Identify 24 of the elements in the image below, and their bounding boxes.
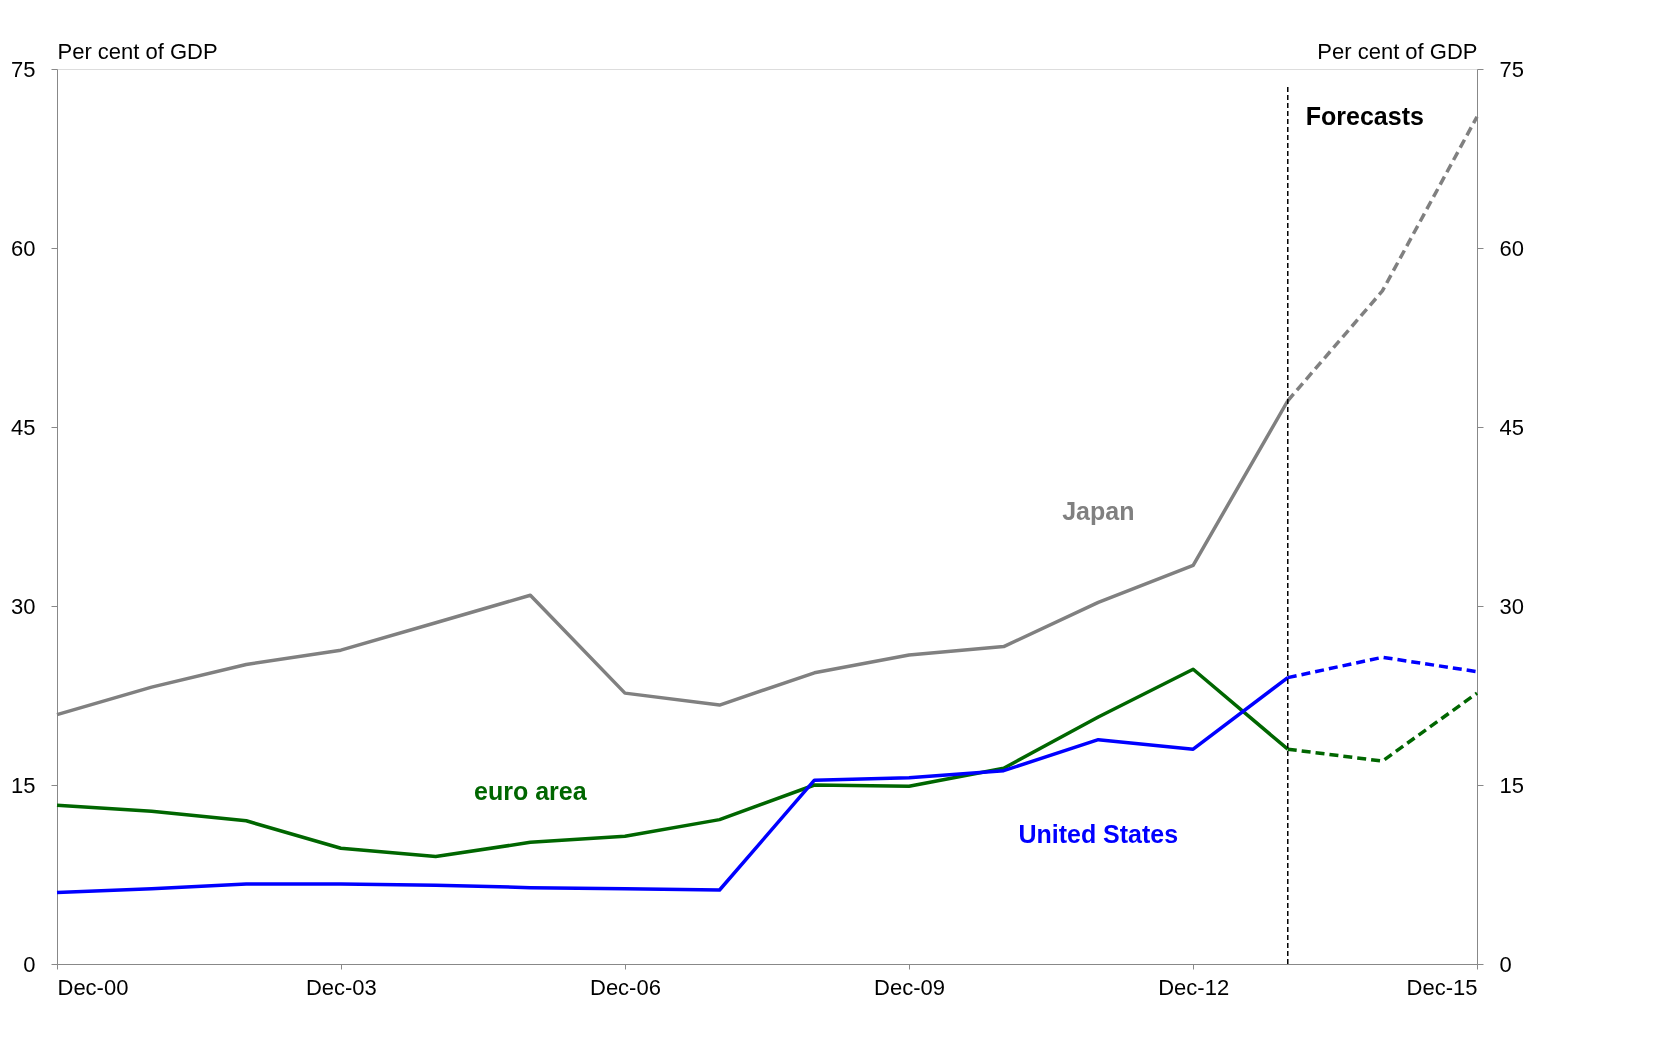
x-tick-label: Dec-00 — [57, 974, 129, 1000]
y-tick-label: 30 — [11, 593, 36, 619]
series-label: euro area — [474, 777, 588, 806]
y2-tick-label: 15 — [1499, 772, 1524, 798]
x-tick-label: Dec-06 — [589, 974, 661, 1000]
y2-tick-label: 30 — [1499, 593, 1524, 619]
y2-axis-title: Per cent of GDP — [1317, 38, 1478, 64]
x-tick-label: Dec-15 — [1406, 974, 1478, 1000]
y-tick-label: 15 — [11, 772, 36, 798]
x-tick-label: Dec-09 — [874, 974, 946, 1000]
y-tick-label: 75 — [11, 56, 36, 82]
text: Japan — [1062, 497, 1135, 526]
y2-tick-label: 75 — [1499, 56, 1524, 82]
x-tick-label: Dec-03 — [305, 974, 377, 1000]
y2-tick-label: 60 — [1499, 235, 1524, 261]
y-tick-label: 45 — [11, 414, 36, 440]
y2-tick-label: 0 — [1499, 951, 1512, 977]
y-tick-label: 60 — [11, 235, 36, 261]
ref-line-label: Forecasts — [1305, 102, 1424, 130]
y-axis-title: Per cent of GDP — [57, 38, 218, 64]
y-tick-label: 0 — [23, 951, 36, 977]
x-tick-label: Dec-12 — [1158, 974, 1230, 1000]
text: United States — [1018, 819, 1179, 848]
y2-tick-label: 45 — [1499, 414, 1524, 440]
